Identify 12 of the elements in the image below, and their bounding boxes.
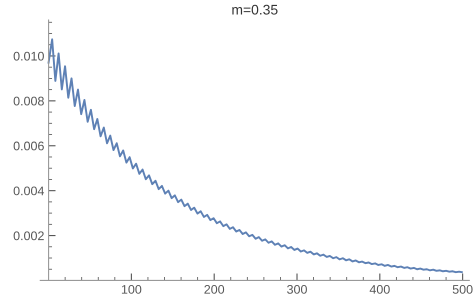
y-tick-label: 0.006 — [14, 142, 44, 150]
chart-title: m=0.35 — [232, 4, 278, 15]
x-tick-label: 100 — [122, 284, 142, 294]
x-tick-label: 400 — [370, 284, 390, 294]
y-tick-label: 0.010 — [14, 52, 44, 61]
y-tick-label: 0.002 — [14, 231, 44, 240]
y-tick-label: 0.004 — [14, 186, 44, 196]
x-tick-label: 500 — [452, 284, 473, 294]
x-tick-label: 300 — [287, 284, 307, 294]
x-tick-label: 200 — [204, 284, 224, 294]
line-series — [48, 38, 463, 274]
y-tick-label: 0.008 — [14, 96, 44, 106]
